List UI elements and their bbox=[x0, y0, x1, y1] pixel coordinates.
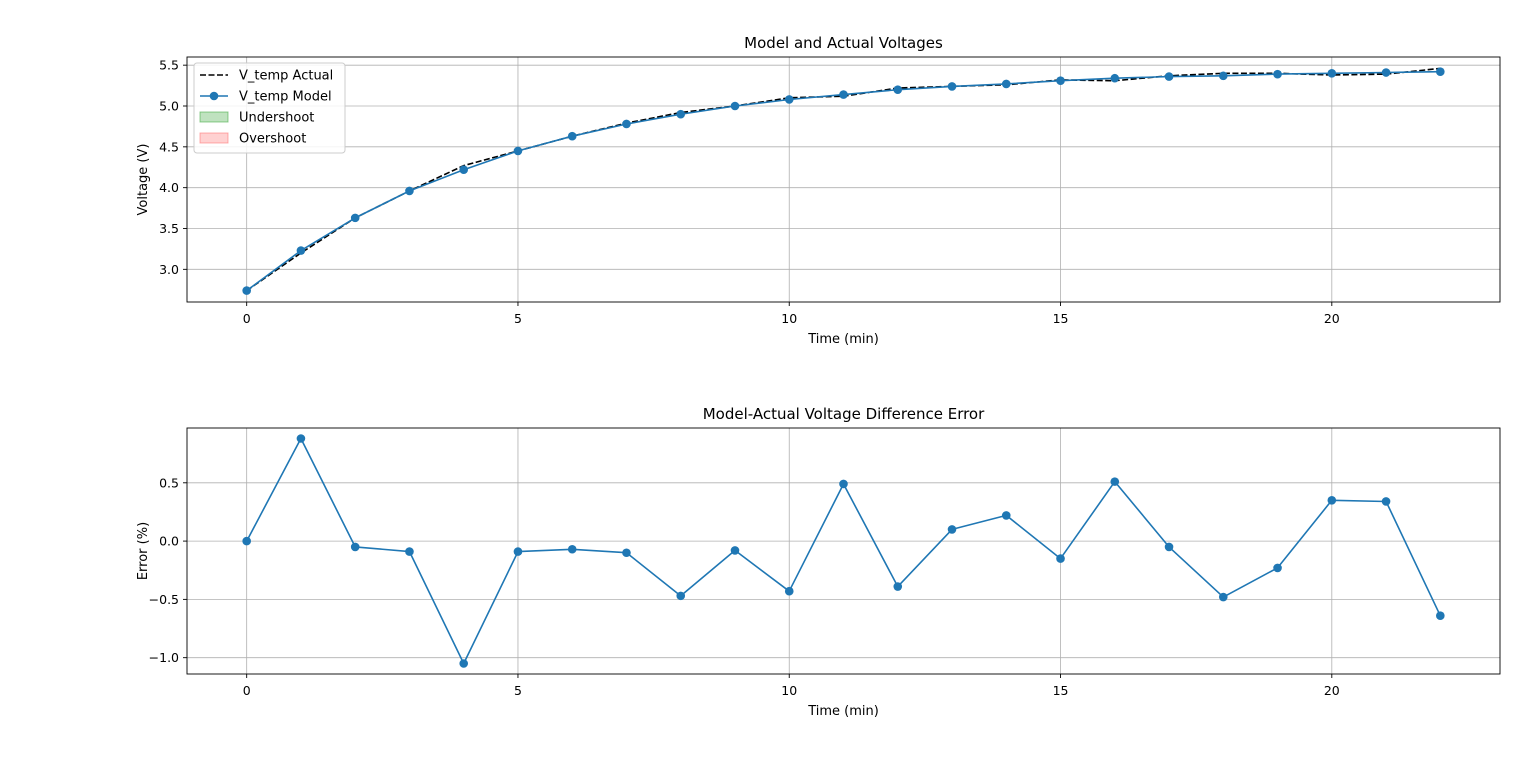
model-point-7 bbox=[622, 119, 631, 129]
error-point-11 bbox=[839, 479, 848, 489]
error-point-5 bbox=[513, 547, 523, 556]
model-point-11 bbox=[839, 90, 848, 99]
y-tick-label: 0.5 bbox=[159, 475, 179, 490]
y-tick-label: 4.5 bbox=[159, 139, 179, 154]
x-tick-label: 15 bbox=[1053, 683, 1069, 698]
legend-overshoot-swatch bbox=[199, 132, 229, 144]
error-point-12 bbox=[893, 582, 903, 591]
model-point-14 bbox=[1001, 79, 1011, 89]
model-point-1 bbox=[296, 246, 306, 255]
y-axis-label: Error (%) bbox=[136, 522, 151, 580]
model-point-2 bbox=[350, 213, 360, 223]
model-point-21 bbox=[1381, 68, 1391, 77]
model-point-5 bbox=[513, 146, 523, 156]
model-point-0 bbox=[242, 286, 251, 295]
axes-frame bbox=[186, 56, 1501, 303]
x-axis-label: Time (min) bbox=[807, 704, 879, 719]
x-tick-label: 20 bbox=[1324, 683, 1340, 698]
error-point-19 bbox=[1273, 563, 1282, 573]
x-axis-label: Time (min) bbox=[807, 332, 879, 347]
model-point-13 bbox=[947, 82, 957, 91]
x-tick-label: 5 bbox=[514, 683, 522, 698]
legend-undershoot-swatch bbox=[199, 111, 229, 123]
model-point-4 bbox=[459, 165, 469, 174]
legend: V_temp Actual V_temp Model Undershoot Overs… bbox=[193, 62, 346, 154]
y-tick-label: 4.0 bbox=[159, 180, 179, 195]
error-point-18 bbox=[1218, 592, 1228, 602]
error-point-0 bbox=[242, 536, 251, 546]
y-tick-label: −1.0 bbox=[149, 650, 179, 665]
legend-model-marker bbox=[209, 91, 219, 101]
legend-entry: V_temp Model bbox=[239, 90, 332, 105]
model-point-9 bbox=[730, 101, 740, 111]
chart-title: Model-Actual Voltage Difference Error bbox=[703, 405, 985, 423]
error-point-9 bbox=[730, 546, 740, 555]
series-line-actual bbox=[246, 67, 1441, 292]
error-point-22 bbox=[1436, 611, 1445, 621]
error-chart: 0 5 10 15 20 −1.0 −0.5 0.0 0.5 Model-Actual Volta… bbox=[136, 405, 1501, 719]
legend-entry: V_temp Actual bbox=[239, 69, 333, 84]
x-tick-label: 5 bbox=[514, 311, 522, 326]
model-point-17 bbox=[1164, 72, 1174, 81]
y-tick-label: 3.0 bbox=[159, 262, 179, 277]
x-tick-label: 0 bbox=[243, 311, 251, 326]
model-point-18 bbox=[1218, 71, 1228, 81]
series-line-model bbox=[246, 70, 1441, 292]
error-point-7 bbox=[622, 548, 631, 558]
legend-entry: Overshoot bbox=[239, 132, 306, 147]
voltage-chart: 0 5 10 15 20 3.0 3.5 4.0 4.5 5.0 5.5 Model and Actu… bbox=[136, 34, 1501, 347]
series-line-error bbox=[245, 437, 1442, 665]
error-point-15 bbox=[1056, 554, 1065, 563]
model-point-6 bbox=[567, 131, 577, 141]
y-tick-label: 0.0 bbox=[159, 534, 179, 549]
y-tick-label: 5.0 bbox=[159, 99, 179, 114]
error-point-13 bbox=[947, 525, 957, 534]
x-tick-label: 15 bbox=[1053, 311, 1069, 326]
error-point-4 bbox=[459, 659, 469, 668]
model-point-8 bbox=[676, 109, 686, 119]
y-axis-label: Voltage (V) bbox=[136, 144, 151, 216]
model-point-16 bbox=[1110, 73, 1120, 83]
error-point-10 bbox=[784, 586, 794, 596]
error-point-3 bbox=[405, 547, 414, 556]
chart-title: Model and Actual Voltages bbox=[744, 34, 943, 52]
y-tick-label: −0.5 bbox=[149, 592, 179, 607]
model-point-10 bbox=[784, 95, 794, 104]
x-tick-label: 20 bbox=[1324, 311, 1340, 326]
axes-frame bbox=[186, 427, 1501, 675]
model-point-19 bbox=[1273, 69, 1282, 79]
model-point-3 bbox=[405, 186, 414, 196]
legend-entry: Undershoot bbox=[239, 111, 314, 126]
error-point-2 bbox=[350, 542, 360, 552]
model-point-12 bbox=[893, 85, 903, 94]
error-point-21 bbox=[1381, 497, 1391, 506]
model-point-15 bbox=[1056, 76, 1065, 85]
y-tick-label: 3.5 bbox=[159, 221, 179, 236]
model-point-20 bbox=[1327, 69, 1337, 78]
error-point-1 bbox=[296, 434, 306, 443]
error-point-16 bbox=[1110, 477, 1120, 486]
error-point-17 bbox=[1164, 542, 1174, 552]
x-tick-label: 10 bbox=[781, 311, 797, 326]
legend-box bbox=[193, 62, 346, 154]
model-point-22 bbox=[1436, 67, 1445, 76]
y-tick-label: 5.5 bbox=[159, 58, 179, 73]
error-point-20 bbox=[1327, 495, 1337, 505]
x-tick-label: 0 bbox=[243, 683, 251, 698]
error-point-6 bbox=[567, 544, 577, 554]
x-tick-label: 10 bbox=[781, 683, 797, 698]
error-point-8 bbox=[676, 591, 686, 601]
error-point-14 bbox=[1001, 511, 1011, 520]
